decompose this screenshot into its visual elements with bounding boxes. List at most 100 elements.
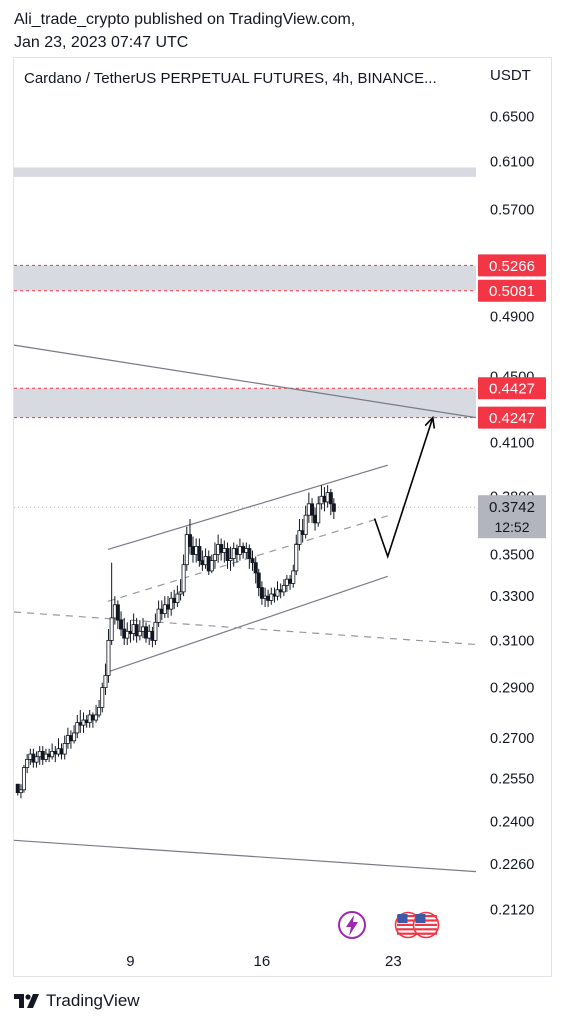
us-flag-icon-stripe [415,932,437,935]
publish-date: Jan 23, 2023 07:47 UTC [14,34,189,51]
lightning-glyph-icon [346,915,358,936]
candle-body-44 [153,621,158,641]
us-flag-icon-canton [415,914,426,923]
candle-body-30 [109,617,114,641]
candle-body-21 [81,719,86,726]
time-tick-label: 16 [254,953,271,970]
trendline-3[interactable] [107,575,388,673]
price-tick-label: 0.5700 [490,202,534,218]
candle-body-54 [184,534,189,566]
candle-body-2 [21,767,26,791]
candle-body-69 [231,548,236,559]
candle-body-75 [250,558,255,564]
candle-body-55 [187,534,192,547]
candle-body-81 [269,593,274,601]
price-tick-label: 0.2260 [490,857,534,873]
candle-body-19 [75,722,80,734]
currency-label: USDT [490,67,531,84]
us-flag-icon-stripe [397,932,419,935]
candle-body-60 [203,556,208,566]
resistance-zone-0 [14,167,476,177]
price-tick-label: 0.3500 [490,548,534,564]
candle-body-48 [165,604,170,610]
candle-body-71 [237,546,242,555]
candle-body-38 [134,624,139,637]
candle-body-32 [115,604,120,621]
level-price-box [478,254,546,277]
candle-body-17 [68,735,73,742]
bar-countdown-label: 12:52 [494,519,529,535]
candle-body-84 [278,589,283,593]
candle-body-6 [34,756,39,763]
level-price-box [478,377,546,400]
candle-body-77 [256,572,261,589]
us-flag-icon-stripe [397,919,419,922]
candle-body-33 [119,619,124,630]
price-tick-label: 0.2900 [490,681,534,697]
level-price-box [478,279,546,302]
chart-title: Cardano / TetherUS PERPETUAL FUTURES, 4h… [24,70,437,87]
candle-body-12 [53,750,58,755]
candle-body-63 [212,554,217,562]
candle-body-35 [125,630,130,639]
candle-body-9 [43,753,48,760]
price-tick-label: 0.4100 [490,436,534,452]
candle-body-29 [106,639,111,676]
resistance-zone-1 [14,265,476,291]
level-price-box [478,406,546,429]
candle-body-74 [247,548,252,559]
trendline-5[interactable] [13,611,477,646]
footer-brand: TradingView [46,991,140,1010]
price-tick-label: 0.2120 [490,902,534,918]
us-flag-icon-stripe [415,915,437,918]
candle-body-28 [103,675,108,688]
level-price-label: 0.4427 [489,381,535,398]
price-tick-label: 0.3300 [490,589,534,605]
candle-body-45 [156,608,161,623]
price-tick-label: 0.4900 [490,309,534,325]
candle-body-98 [322,495,327,503]
candle-body-39 [137,630,142,637]
us-flag-icon-stripe [415,919,437,922]
resistance-zone-2 [14,388,476,418]
candle-body-95 [313,514,318,524]
time-tick-label: 9 [126,953,134,970]
candle-body-5 [31,753,36,763]
us-flag-icon-stripe [397,915,419,918]
candle-body-80 [266,595,271,601]
candle-body-50 [172,597,177,604]
candle-body-56 [190,546,195,555]
candle-body-14 [59,748,64,755]
projection-arrowhead [424,415,436,429]
candle-body-62 [209,560,214,572]
trendline-0[interactable] [13,344,477,419]
candle-body-67 [225,548,230,562]
candle-body-8 [40,750,45,760]
us-flag-icon-canton [397,914,408,923]
candle-body-66 [222,548,227,553]
publisher-line: Ali_trade_crypto published on TradingVie… [14,11,356,28]
candle-body-65 [219,544,224,553]
chart-frame [13,57,552,977]
candle-body-36 [128,630,133,634]
projection-path[interactable] [373,417,434,560]
candle-body-90 [297,530,302,545]
candle-body-76 [253,562,258,574]
candle-body-3 [25,759,30,768]
candle-body-68 [228,558,233,562]
candle-body-11 [50,750,55,758]
trendline-2[interactable] [107,464,388,551]
level-price-label: 0.5266 [489,258,535,275]
candle-body-83 [275,589,280,597]
candle-body-27 [100,687,105,708]
candle-body-57 [194,546,199,555]
candle-body-51 [175,593,180,604]
candle-body-89 [294,544,299,572]
tradingview-logo-icon [14,994,39,1008]
trendline-1[interactable] [13,839,477,873]
us-flag-icon-stripe [415,928,437,931]
price-tick-label: 0.2550 [490,772,534,788]
candle-body-49 [169,597,174,610]
candle-body-0 [15,783,20,794]
